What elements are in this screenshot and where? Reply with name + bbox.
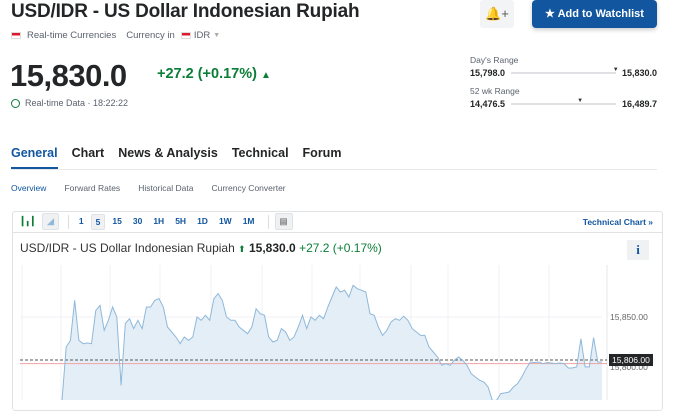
range-bar: ▼	[511, 98, 616, 105]
price-chart	[20, 265, 608, 400]
divider	[11, 169, 657, 170]
interval-5H[interactable]: 5H	[175, 215, 187, 226]
marker-icon: ▼	[577, 98, 584, 104]
arrow-up-icon: ⬆	[238, 244, 246, 254]
subtab-overview[interactable]: Overview	[11, 183, 47, 193]
interval-1M[interactable]: 1M	[242, 215, 255, 226]
interval-1[interactable]: 1	[78, 215, 84, 226]
flag-icon	[180, 32, 191, 39]
create-alert-button[interactable]: 🔔+	[480, 0, 514, 28]
chart-toolbar: ┃╻┃ ◢ 1 5 15 30 1H 5H 1D 1W 1M ▤ Technical Chart…	[12, 211, 663, 233]
time-label: Real-time Data · 18:22:22	[25, 98, 129, 108]
interval-1H[interactable]: 1H	[153, 215, 165, 226]
bell-plus-icon: 🔔+	[485, 6, 509, 21]
star-icon: ★	[545, 8, 558, 20]
info-button[interactable]: i	[627, 240, 649, 260]
layout-icon[interactable]: ▤	[274, 213, 293, 230]
subtab-historical-data[interactable]: Historical Data	[138, 183, 194, 193]
category-label: Real-time Currencies	[27, 30, 117, 41]
subtab-forward-rates[interactable]: Forward Rates	[64, 183, 121, 193]
y-tick-label: 15,850.00	[610, 312, 648, 322]
candlestick-icon[interactable]: ┃╻┃	[20, 216, 36, 226]
y-tick-label: 15,800.00	[610, 362, 648, 372]
subtab-currency-converter[interactable]: Currency Converter	[211, 183, 286, 193]
52wk-range: 52 wk Range 14,476.5 ▼ 16,489.7	[470, 86, 657, 109]
interval-15[interactable]: 15	[112, 215, 122, 226]
tab-forum[interactable]: Forum	[302, 146, 342, 160]
currency-label: Currency in	[126, 30, 175, 41]
chart-title: USD/IDR - US Dollar Indonesian Rupiah ⬆ …	[20, 241, 382, 255]
tab-technical[interactable]: Technical	[231, 146, 289, 160]
tab-news-analysis[interactable]: News & Analysis	[118, 146, 218, 160]
interval-30[interactable]: 30	[132, 215, 143, 226]
main-tabs: General Chart News & Analysis Technical …	[11, 146, 341, 169]
interval-1W[interactable]: 1W	[218, 215, 232, 226]
last-price: 15,830.0	[10, 58, 127, 93]
page-title: USD/IDR - US Dollar Indonesian Rupiah	[11, 1, 360, 22]
arrow-up-icon: ▲	[261, 70, 271, 81]
price-change: +27.2 (+0.17%) ▲	[157, 66, 271, 82]
area-chart-icon[interactable]: ◢	[42, 213, 59, 230]
range-bar: ▼	[511, 67, 619, 74]
clock-icon	[11, 98, 20, 108]
days-range: Day's Range 15,798.0 ▼ 15,830.0	[470, 55, 657, 78]
area-fill	[62, 285, 602, 400]
tab-chart[interactable]: Chart	[71, 146, 105, 160]
chevron-down-icon: ▼	[213, 32, 221, 39]
technical-chart-link[interactable]: Technical Chart »	[582, 216, 653, 227]
currency-select[interactable]: IDR ▼	[180, 30, 221, 41]
price-line	[61, 284, 602, 400]
interval-5[interactable]: 5	[90, 213, 106, 230]
add-to-watchlist-button[interactable]: ★ Add to Watchlist	[532, 0, 657, 28]
marker-icon: ▼	[612, 67, 619, 73]
flag-icon	[11, 32, 21, 39]
current-price-label: 15,806.00	[609, 354, 653, 366]
interval-1D[interactable]: 1D	[197, 215, 208, 226]
tab-general[interactable]: General	[11, 146, 58, 169]
